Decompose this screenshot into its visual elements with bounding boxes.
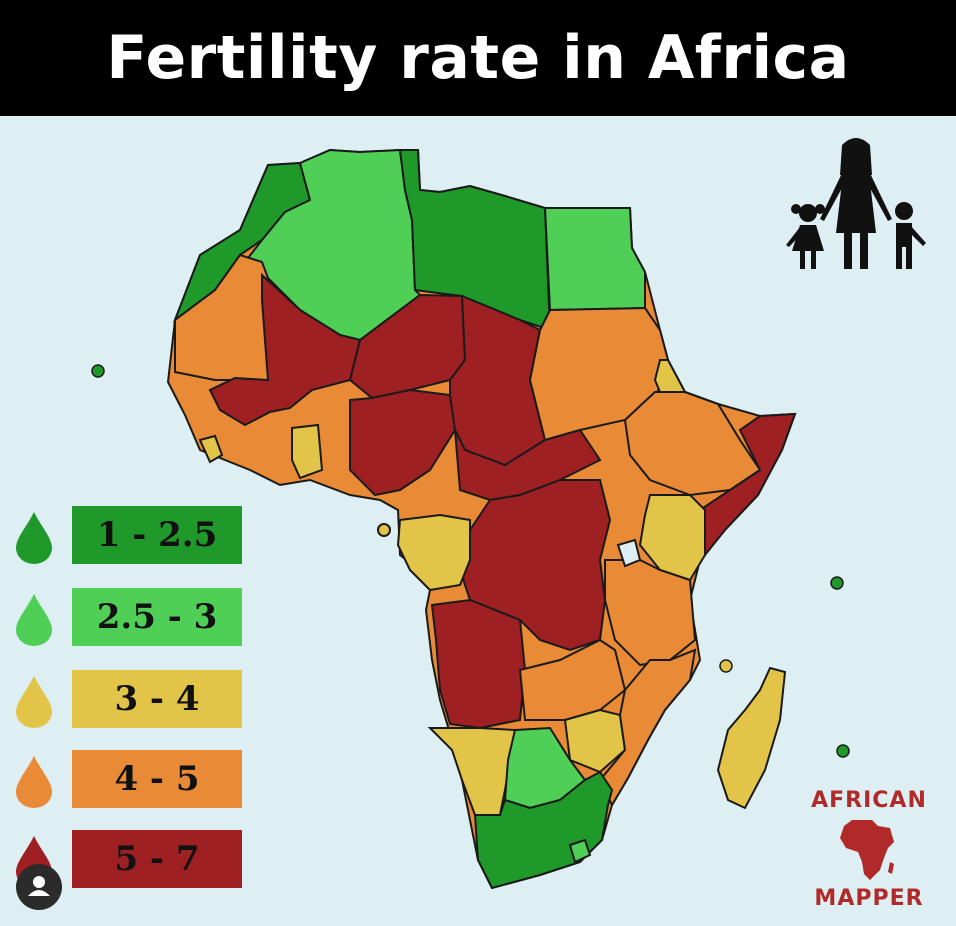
drop-icon bbox=[16, 756, 52, 808]
legend-label: 2.5 - 3 bbox=[72, 588, 242, 646]
region-eritrea bbox=[653, 359, 687, 393]
legend-label: 1 - 2.5 bbox=[72, 506, 242, 564]
drop-icon bbox=[16, 676, 52, 728]
drop-icon bbox=[16, 594, 52, 646]
region-ghana bbox=[291, 423, 324, 480]
brand-top-text: AFRICAN bbox=[811, 788, 927, 813]
legend-item-1: 1 - 2.5 bbox=[14, 506, 246, 568]
brand-logo: AFRICAN MAPPER bbox=[794, 786, 944, 916]
legend-item-2: 2.5 - 3 bbox=[14, 588, 246, 650]
region-madagascar bbox=[716, 666, 787, 810]
lake-victoria bbox=[616, 538, 642, 568]
region-mozambique bbox=[598, 648, 697, 808]
title-bar: Fertility rate in Africa bbox=[0, 0, 956, 116]
legend-item-4: 4 - 5 bbox=[14, 750, 246, 812]
legend-label: 3 - 4 bbox=[72, 670, 242, 728]
region-tanzania bbox=[604, 559, 697, 667]
drop-icon bbox=[16, 512, 52, 564]
island-comoros bbox=[719, 659, 733, 673]
africa-map bbox=[91, 148, 850, 890]
island-seychelles bbox=[830, 576, 844, 590]
family-icon bbox=[786, 138, 926, 269]
legend-item-3: 3 - 4 bbox=[14, 670, 246, 732]
island-cape-verde bbox=[91, 364, 105, 378]
region-central-africa bbox=[454, 428, 602, 502]
region-lesotho bbox=[568, 838, 592, 864]
brand-bottom-text: MAPPER bbox=[814, 886, 924, 911]
africa-logo-icon bbox=[840, 820, 894, 880]
region-gabon bbox=[396, 513, 471, 592]
region-sierra-leone bbox=[198, 434, 224, 464]
region-nigeria bbox=[349, 388, 457, 497]
page-title: Fertility rate in Africa bbox=[106, 23, 850, 93]
region-mali bbox=[208, 272, 362, 427]
island-mauritius bbox=[836, 744, 850, 758]
region-mauritania bbox=[174, 253, 269, 381]
user-avatar-icon bbox=[28, 876, 50, 896]
region-angola bbox=[430, 598, 527, 730]
region-namibia bbox=[427, 727, 517, 816]
region-somalia bbox=[698, 412, 797, 558]
legend-label: 5 - 7 bbox=[72, 830, 242, 888]
profile-button[interactable] bbox=[16, 864, 62, 910]
region-bioko bbox=[377, 523, 391, 537]
region-egypt bbox=[543, 207, 646, 312]
legend-label: 4 - 5 bbox=[72, 750, 242, 808]
legend-item-5: 5 - 7 bbox=[14, 830, 246, 892]
